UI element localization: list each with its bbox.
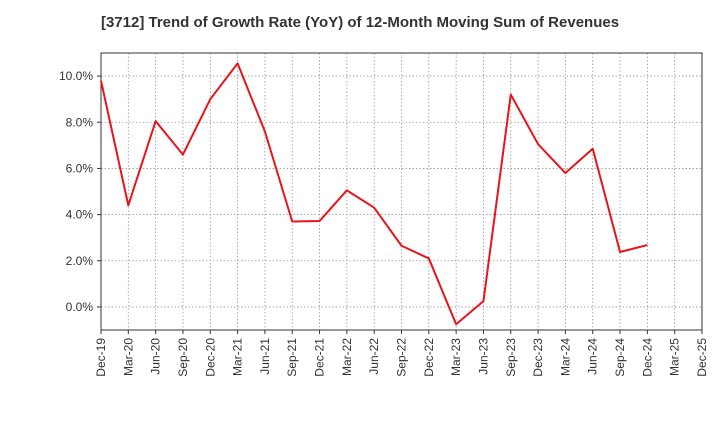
x-tick-label: Jun-21 xyxy=(258,338,272,375)
x-tick-label: Jun-22 xyxy=(367,338,381,375)
x-tick-label: Sep-23 xyxy=(504,338,518,377)
chart-title: [3712] Trend of Growth Rate (YoY) of 12-… xyxy=(100,14,620,31)
y-tick-label: 6.0% xyxy=(66,161,94,175)
x-tick-label: Mar-21 xyxy=(231,338,245,376)
x-tick-label: Jun-20 xyxy=(149,338,163,375)
x-tick-label: Jun-23 xyxy=(476,338,490,375)
y-tick-label: 10.0% xyxy=(59,69,93,83)
y-tick-label: 4.0% xyxy=(66,208,94,222)
x-tick-label: Dec-21 xyxy=(313,338,327,377)
x-tick-label: Dec-20 xyxy=(203,338,217,377)
x-tick-label: Sep-24 xyxy=(613,338,627,377)
x-tick-label: Mar-23 xyxy=(449,338,463,376)
x-tick-label: Dec-19 xyxy=(94,338,108,377)
x-tick-label: Dec-23 xyxy=(531,338,545,377)
x-tick-label: Sep-22 xyxy=(395,338,409,377)
x-tick-label: Dec-25 xyxy=(695,338,709,377)
axis-layer: Dec-19 Mar-20 Jun-20 Sep-20 Dec-20 Mar-21 Jun-… xyxy=(59,52,709,377)
x-tick-label: Dec-24 xyxy=(640,338,654,377)
x-tick-label: Dec-22 xyxy=(422,338,436,377)
grid-layer xyxy=(101,53,702,330)
x-tick-label: Mar-25 xyxy=(668,338,682,376)
y-tick-label: 8.0% xyxy=(66,115,94,129)
x-tick-label: Sep-21 xyxy=(285,338,299,377)
x-tick-label: Mar-24 xyxy=(558,338,572,376)
x-tick-label: Jun-24 xyxy=(586,338,600,375)
series-layer xyxy=(100,62,648,326)
y-tick-label: 2.0% xyxy=(66,254,94,268)
x-tick-label: Sep-20 xyxy=(176,338,190,377)
x-tick-label: Mar-20 xyxy=(121,338,135,376)
y-tick-label: 0.0% xyxy=(66,300,94,314)
x-tick-label: Mar-22 xyxy=(340,338,354,376)
